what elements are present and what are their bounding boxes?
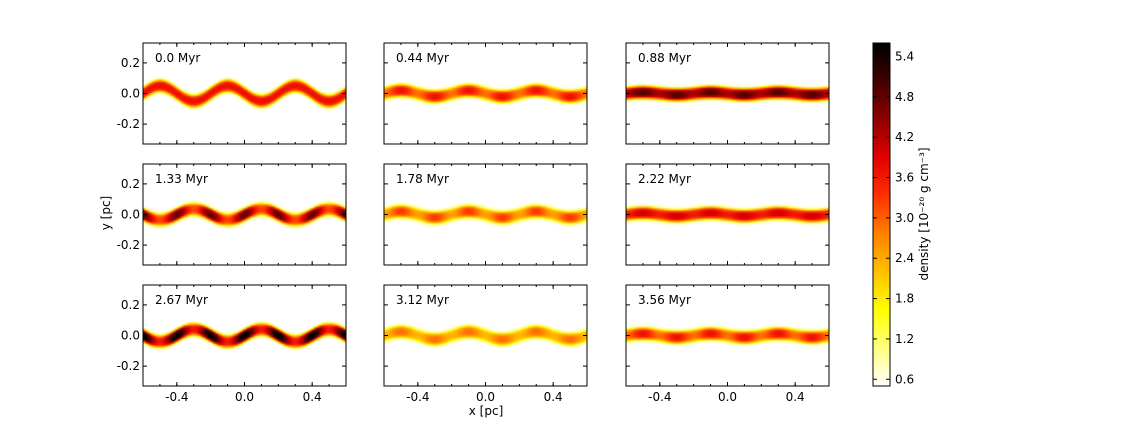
colorbar-tick-label: 0.6 xyxy=(895,372,914,386)
x-tick-label: 0.0 xyxy=(476,390,495,404)
density-map xyxy=(384,164,587,265)
y-axis-label: y [pc] xyxy=(99,196,113,231)
colorbar-tick-label: 1.2 xyxy=(895,332,914,346)
y-tick-label: -0.2 xyxy=(117,238,140,252)
density-map xyxy=(626,285,829,386)
panel-time-label: 0.88 Myr xyxy=(638,51,691,65)
panel-5: 1.78 Myr xyxy=(383,163,588,266)
y-tick-label: -0.2 xyxy=(117,117,140,131)
panel-8: -0.4 0.0 0.4 3.12 Myr xyxy=(383,284,588,404)
density-map xyxy=(384,43,587,144)
density-map xyxy=(143,164,346,265)
x-tick-label: 0.4 xyxy=(544,390,563,404)
density-map xyxy=(626,164,829,265)
x-tick-label: -0.4 xyxy=(648,390,671,404)
panel-9: -0.4 0.0 0.4 3.56 Myr xyxy=(625,284,830,404)
x-axis-label: x [pc] xyxy=(469,404,504,418)
colorbar: 5.4 4.8 4.2 3.6 3.0 2.4 1.8 1.2 0.6 density [10⁻… xyxy=(872,42,931,387)
colorbar-tick-label: 3.6 xyxy=(895,171,914,185)
x-tick-label: 0.4 xyxy=(786,390,805,404)
panel-2: 0.44 Myr xyxy=(383,42,588,145)
density-map xyxy=(384,285,587,386)
colorbar-tick-label: 4.8 xyxy=(895,90,914,104)
panel-time-label: 0.0 Myr xyxy=(155,51,200,65)
x-tick-label: -0.4 xyxy=(165,390,188,404)
y-tick-label: 0.0 xyxy=(121,87,140,101)
panel-4: 0.2 0.0 -0.2 1.33 Myr xyxy=(117,163,347,266)
colorbar-tick-label: 4.2 xyxy=(895,130,914,144)
y-tick-label: 0.0 xyxy=(121,208,140,222)
panel-6: 2.22 Myr xyxy=(625,163,830,266)
density-map xyxy=(143,285,346,386)
colorbar-tick-label: 2.4 xyxy=(895,251,914,265)
panel-time-label: 3.12 Myr xyxy=(396,293,449,307)
x-tick-label: 0.0 xyxy=(235,390,254,404)
colorbar-tick-label: 5.4 xyxy=(895,49,914,63)
panel-1: 0.2 0.0 -0.2 0.0 Myr xyxy=(117,42,347,145)
y-tick-label: 0.2 xyxy=(121,56,140,70)
x-tick-label: 0.4 xyxy=(303,390,322,404)
colorbar-label: density [10⁻²⁰ g cm⁻³] xyxy=(917,147,931,280)
panel-3: 0.88 Myr xyxy=(625,42,830,145)
colorbar-tick-label: 1.8 xyxy=(895,292,914,306)
panel-7: -0.4 0.0 0.4 0.2 0.0 -0.2 2.67 Myr xyxy=(117,284,347,404)
panel-time-label: 1.78 Myr xyxy=(396,172,449,186)
density-map xyxy=(143,43,346,144)
panel-time-label: 2.22 Myr xyxy=(638,172,691,186)
y-tick-label: 0.2 xyxy=(121,177,140,191)
panel-time-label: 2.67 Myr xyxy=(155,293,208,307)
y-tick-label: 0.2 xyxy=(121,298,140,312)
x-tick-label: 0.0 xyxy=(718,390,737,404)
density-map xyxy=(626,43,829,144)
panel-time-label: 1.33 Myr xyxy=(155,172,208,186)
colorbar-tick-label: 3.0 xyxy=(895,211,914,225)
colorbar-gradient xyxy=(872,42,891,387)
panel-time-label: 0.44 Myr xyxy=(396,51,449,65)
x-tick-label: -0.4 xyxy=(406,390,429,404)
y-tick-label: -0.2 xyxy=(117,359,140,373)
y-tick-label: 0.0 xyxy=(121,329,140,343)
panel-time-label: 3.56 Myr xyxy=(638,293,691,307)
